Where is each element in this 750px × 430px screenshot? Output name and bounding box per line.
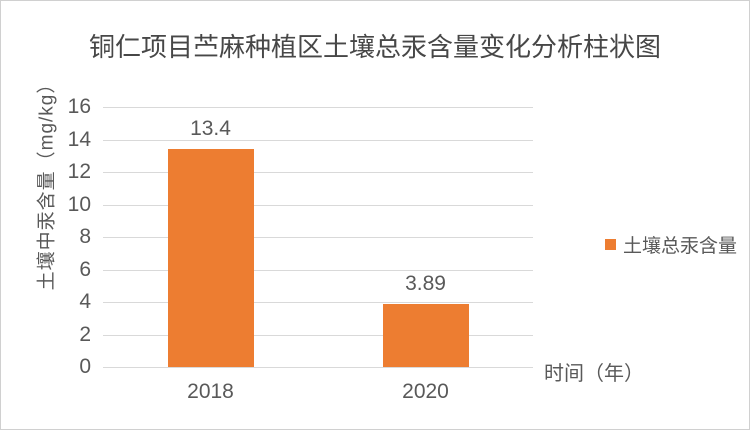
y-tick-label: 8 bbox=[79, 225, 91, 248]
bar-2020 bbox=[382, 303, 469, 367]
gridline bbox=[103, 237, 533, 238]
y-tick-label: 2 bbox=[79, 322, 91, 346]
y-tick-label: 12 bbox=[67, 160, 91, 183]
legend: 土壤总汞含量 bbox=[605, 231, 737, 258]
gridline bbox=[103, 139, 533, 141]
bar-2018 bbox=[167, 149, 254, 367]
gridline bbox=[103, 334, 533, 336]
gridline bbox=[103, 172, 533, 173]
y-tick-label: 0 bbox=[79, 355, 91, 378]
y-tick-label: 14 bbox=[67, 127, 91, 151]
gridline bbox=[103, 204, 533, 206]
legend-label: 土壤总汞含量 bbox=[623, 236, 738, 257]
plot-area bbox=[103, 107, 533, 368]
gridline bbox=[103, 107, 533, 108]
gridline bbox=[103, 269, 533, 271]
x-category-label: 2018 bbox=[187, 380, 234, 403]
y-tick-label: 6 bbox=[79, 257, 91, 281]
bar-value-label: 3.89 bbox=[405, 271, 446, 295]
x-category-label: 2020 bbox=[402, 380, 449, 403]
y-tick-label: 4 bbox=[79, 290, 91, 313]
legend-marker-icon bbox=[605, 239, 616, 250]
bar-value-label: 13.4 bbox=[190, 117, 231, 141]
chart-title: 铜仁项目苎麻种植区土壤总汞含量变化分析柱状图 bbox=[88, 32, 661, 62]
gridline bbox=[103, 367, 533, 368]
y-tick-label: 10 bbox=[67, 192, 91, 216]
x-axis-title: 时间（年） bbox=[544, 363, 644, 385]
gridline bbox=[103, 302, 533, 303]
y-tick-label: 16 bbox=[67, 95, 91, 118]
